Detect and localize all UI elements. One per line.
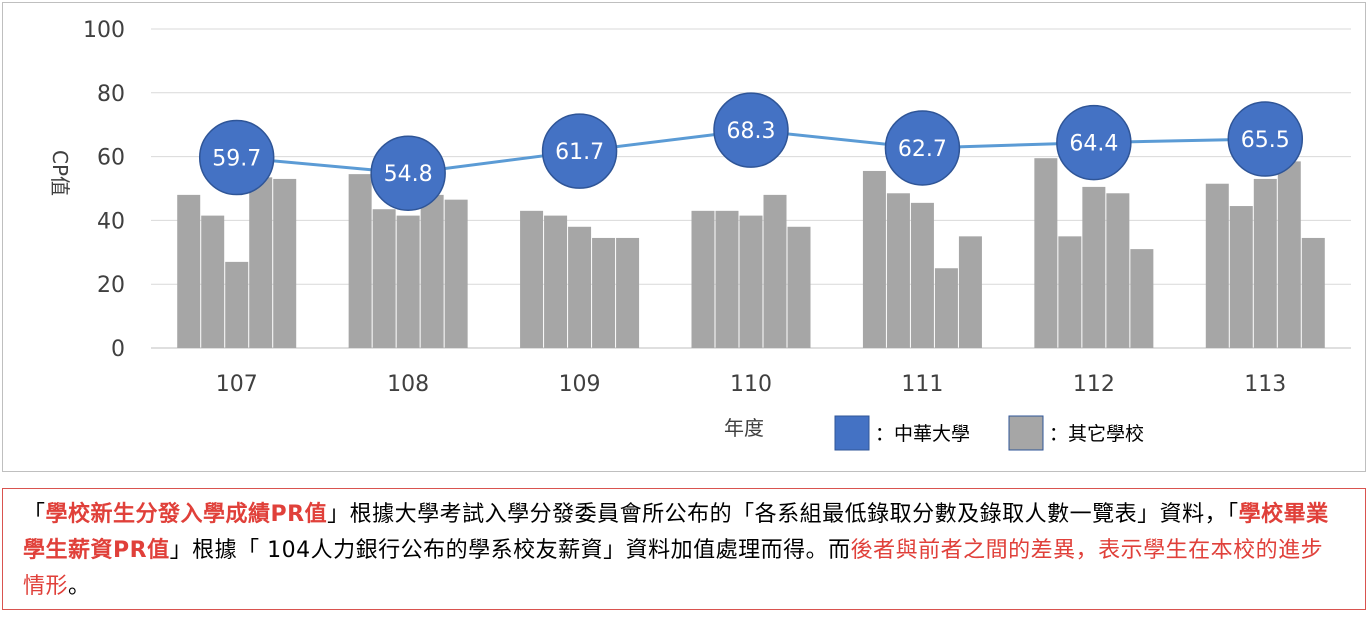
point-110 [713,92,789,168]
data-label-111: 62.7 [898,137,947,162]
bar-107-1 [177,194,201,348]
note-box: 「學校新生分發入學成績PR值」根據大學考試入學分發委員會所公布的「各系組最低錄取… [2,488,1366,610]
bar-111-3 [910,202,934,348]
bar-112-1 [1034,158,1058,348]
bar-107-3 [225,261,249,348]
note-highlight-difference: 後者與前者之間的差異，表示學生在本校的進步情形 [23,538,1324,599]
bar-107-5 [273,178,297,348]
chart-panel: 0 20 40 60 80 100 59.7 54.8 61.7 68.3 62.7 64.4 65.… [2,2,1366,472]
bar-107-2 [201,215,225,348]
bar-112-5 [1130,249,1154,348]
bar-108-2 [372,209,396,348]
bar-108-3 [396,215,420,348]
bar-111-4 [934,268,958,348]
bar-112-4 [1106,193,1130,348]
legend-label-other-schools: ：其它學校 [1049,423,1144,445]
bar-110-3 [739,215,763,348]
bar-108-1 [348,174,372,348]
y-tick-labels: 0 20 40 60 80 100 [83,18,125,362]
y-tick-100: 100 [83,18,125,43]
x-tick-107: 107 [216,372,258,397]
point-113 [1227,101,1304,177]
x-tick-108: 108 [387,372,429,397]
bar-110-4 [763,194,787,348]
point-107 [198,119,275,196]
point-111 [884,110,961,186]
data-label-112: 64.4 [1069,132,1118,157]
data-label-109: 61.7 [555,140,604,165]
y-tick-40: 40 [97,209,125,234]
note-text-end: 。 [68,574,91,599]
bar-109-5 [616,237,640,348]
bar-110-1 [691,210,715,348]
bar-113-1 [1205,183,1229,348]
point-112 [1056,104,1132,181]
bar-113-4 [1277,161,1301,348]
bar-111-2 [886,193,910,348]
bar-113-2 [1229,206,1253,348]
data-label-110: 68.3 [727,119,776,144]
bar-113-3 [1253,178,1277,348]
note-text-source-2: 」根據「 104人力銀行公布的學系校友薪資」資料加值處理而得。而 [169,538,851,563]
note-quote-close: 」 [327,502,350,527]
y-axis-title: CP值 [48,150,72,196]
x-tick-109: 109 [559,372,601,397]
x-axis-title: 年度 [724,416,764,440]
point-109 [541,113,618,189]
note-text-source-1: 根據大學考試入學分發委員會所公布的「各系組最低錄取分數及錄取人數一覽表」資料，「 [349,502,1239,527]
y-tick-20: 20 [97,273,125,298]
note-quote-open: 「 [23,502,46,527]
note-highlight-salary-pr: 學校畢業學生薪資PR值 [23,502,1329,563]
data-label-107: 59.7 [212,147,261,172]
bar-109-3 [568,226,592,348]
data-label-113: 65.5 [1241,128,1290,153]
y-tick-80: 80 [97,82,125,107]
y-tick-60: 60 [97,146,125,171]
x-tick-labels: 107 108 109 110 111 112 113 [216,372,1287,397]
point-108 [370,135,446,211]
bar-108-5 [444,199,468,348]
x-tick-111: 111 [901,372,943,397]
x-tick-112: 112 [1073,372,1115,397]
data-label-108: 54.8 [384,162,433,187]
bar-111-5 [958,236,982,348]
legend-label-chung-hua: ：中華大學 [875,423,970,445]
bar-109-2 [544,215,568,348]
bar-113-5 [1301,237,1325,348]
bar-111-1 [862,170,886,348]
bar-112-3 [1082,186,1106,348]
note-highlight-entry-pr: 學校新生分發入學成績PR值 [45,502,328,527]
chart-svg: 0 20 40 60 80 100 59.7 54.8 61.7 68.3 62.7 64.4 65.… [48,18,1351,451]
x-tick-113: 113 [1244,372,1286,397]
bar-107-4 [249,177,273,348]
legend-swatch-other-schools [1008,415,1044,451]
line-chung-hua: 59.7 54.8 61.7 68.3 62.7 64.4 65.5 [198,92,1304,211]
y-tick-0: 0 [111,337,125,362]
bar-108-4 [420,194,444,348]
bar-110-5 [787,226,811,348]
bars-other-schools [177,158,1325,348]
bar-109-1 [520,210,544,348]
legend-swatch-chung-hua [834,415,870,451]
bar-110-2 [715,210,739,348]
bar-109-4 [592,237,616,348]
bar-112-2 [1058,236,1082,348]
x-tick-110: 110 [730,372,772,397]
